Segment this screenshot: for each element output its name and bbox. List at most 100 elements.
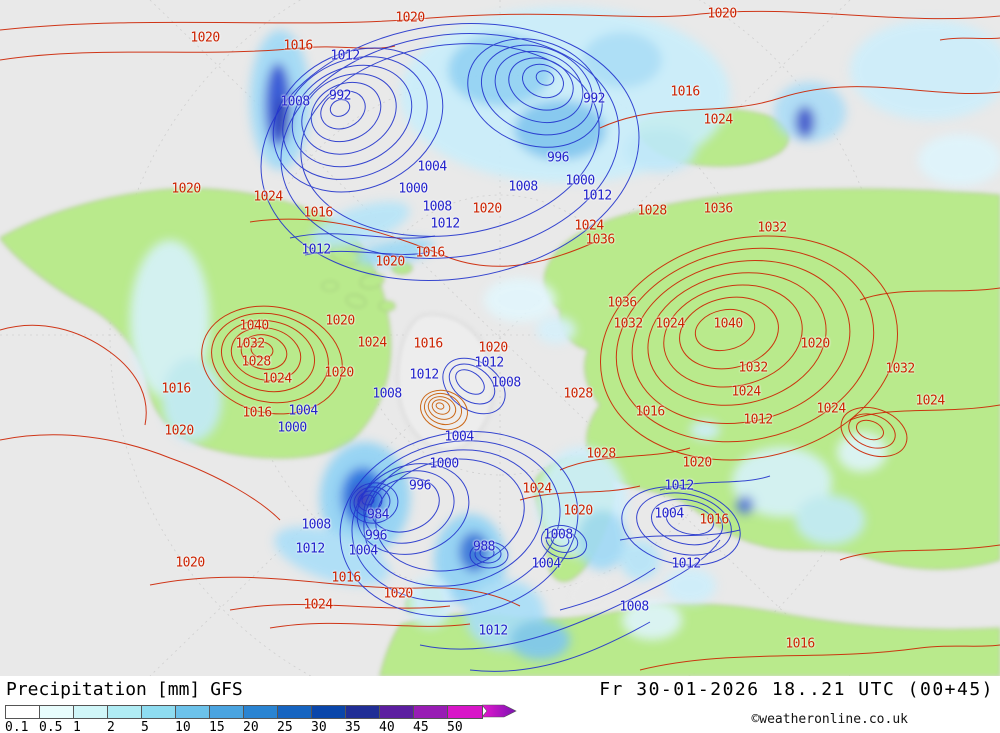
pressure-label: 1024 xyxy=(915,393,945,409)
pressure-label: 1036 xyxy=(585,232,615,248)
pressure-label: 1032 xyxy=(613,316,643,332)
pressure-label: 1024 xyxy=(816,401,846,417)
pressure-label: 996 xyxy=(547,150,569,166)
colorbar-segment xyxy=(346,706,380,718)
isobar-ring xyxy=(310,81,382,143)
pressure-label: 1004 xyxy=(288,403,318,419)
pressure-label: 1020 xyxy=(682,455,712,471)
pressure-label: 1020 xyxy=(395,10,425,26)
isobar-rings xyxy=(201,22,908,617)
isobar-ring xyxy=(201,305,343,415)
pressure-label: 1040 xyxy=(239,318,269,334)
scale-value: 50 xyxy=(447,720,463,733)
pressure-label: 1004 xyxy=(654,506,684,522)
isobar-ring xyxy=(435,402,445,410)
pressure-label: 1024 xyxy=(253,189,283,205)
isobar-ring xyxy=(356,463,470,555)
pressure-label: 1016 xyxy=(670,84,700,100)
pressure-label: 992 xyxy=(583,91,605,107)
isobar-lines-high xyxy=(0,10,1000,671)
scale-value: 0.5 xyxy=(39,720,63,733)
copyright-label: ©weatheronline.co.uk xyxy=(751,712,908,727)
isobar-ring xyxy=(230,327,302,381)
isobar-ring xyxy=(280,33,620,259)
colorbar-segment xyxy=(40,706,74,718)
pressure-label: 992 xyxy=(329,88,351,104)
colorbar-segment xyxy=(176,706,210,718)
pressure-label: 1016 xyxy=(413,336,443,352)
isobar-ring xyxy=(351,440,561,602)
pressure-label: 1032 xyxy=(738,360,768,376)
isobar-ring xyxy=(550,533,570,547)
pressure-label: 1012 xyxy=(430,216,460,232)
map-title: Precipitation [mm] GFS xyxy=(6,679,253,700)
isobar-ring xyxy=(540,524,588,560)
isobar-ring xyxy=(855,419,885,441)
pressure-label: 996 xyxy=(365,528,387,544)
isobar-ring xyxy=(353,486,391,518)
pressure-label: 1024 xyxy=(703,112,733,128)
pressure-label: 1024 xyxy=(574,218,604,234)
pressure-label: 1012 xyxy=(671,556,701,572)
pressure-label: 996 xyxy=(409,478,431,494)
isobar-ring xyxy=(420,389,468,431)
scale-value: 45 xyxy=(413,720,429,733)
pressure-label: 1028 xyxy=(586,446,616,462)
colorbar-segment xyxy=(414,706,448,718)
isobar-ring xyxy=(260,22,640,282)
pressure-label: 1024 xyxy=(522,481,552,497)
pressure-label: 1000 xyxy=(277,420,307,436)
isobar-ring xyxy=(474,544,502,564)
isobar-ring xyxy=(535,70,555,86)
valid-datetime: Fr 30-01-2026 18..21 UTC (00+45) xyxy=(599,679,994,700)
scale-value: 40 xyxy=(379,720,395,733)
scale-value: 0.1 xyxy=(5,720,29,733)
isobar-ring xyxy=(480,44,594,136)
isobar-ring xyxy=(291,64,413,168)
isobar-ring xyxy=(663,284,803,388)
scale-value: 10 xyxy=(175,720,191,733)
isobar-ring xyxy=(370,477,440,533)
pressure-label: 1012 xyxy=(478,623,508,639)
isobar-lines-low xyxy=(289,233,771,672)
colorbar-segment xyxy=(278,706,312,718)
unit-label: [mm] xyxy=(156,679,201,700)
isobar-ring xyxy=(665,504,715,536)
pressure-label: 984 xyxy=(367,507,389,523)
pressure-label: 1020 xyxy=(707,6,737,22)
pressure-label: 1012 xyxy=(409,367,439,383)
pressure-label: 1020 xyxy=(563,503,593,519)
isobar-ring xyxy=(467,38,603,148)
isobar-ring xyxy=(375,458,525,572)
isobar-ring xyxy=(636,492,732,556)
scale-value: 5 xyxy=(141,720,149,733)
isobar-ring xyxy=(469,541,509,569)
scale-value: 2 xyxy=(107,720,115,733)
pressure-label: 1020 xyxy=(383,586,413,602)
pressure-label: 1004 xyxy=(444,429,474,445)
pressure-label: 1016 xyxy=(303,205,333,221)
pressure-label: 1012 xyxy=(301,242,331,258)
pressure-label: 1040 xyxy=(713,316,743,332)
pressure-label: 1032 xyxy=(235,336,265,352)
pressure-label: 988 xyxy=(473,539,495,555)
scale-value: 35 xyxy=(345,720,361,733)
product-name: Precipitation xyxy=(6,679,147,700)
isobar-ring xyxy=(840,406,908,458)
map-graphic xyxy=(0,0,1000,676)
pressure-label: 1020 xyxy=(171,181,201,197)
pressure-label: 1000 xyxy=(565,173,595,189)
pressure-label: 1004 xyxy=(531,556,561,572)
pressure-label: 1016 xyxy=(699,512,729,528)
pressure-label: 1012 xyxy=(582,188,612,204)
isobar-ring xyxy=(545,529,579,553)
pressure-label: 1020 xyxy=(472,201,502,217)
isobar-ring xyxy=(339,431,579,617)
colorbar-segment xyxy=(312,706,346,718)
isobar-ring xyxy=(679,296,779,370)
pressure-label: 1032 xyxy=(757,220,787,236)
pressure-label: 1024 xyxy=(655,316,685,332)
pressure-label: 1008 xyxy=(619,599,649,615)
isobar-ring xyxy=(600,235,898,461)
isobar-ring xyxy=(250,341,274,359)
